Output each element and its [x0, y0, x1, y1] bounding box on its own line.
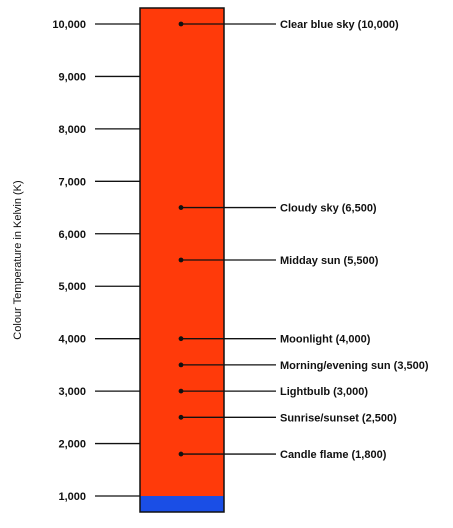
annotation-marker-dot	[178, 414, 184, 420]
annotation-marker-dot	[178, 388, 184, 394]
axis-tick-label: 5,000	[58, 281, 86, 293]
annotation-label: Sunrise/sunset (2,500)	[280, 412, 397, 424]
annotation-marker-dot	[178, 21, 184, 27]
annotation-label: Cloudy sky (6,500)	[280, 203, 377, 215]
annotation-marker-dot	[178, 336, 184, 342]
axis-tick-label: 10,000	[52, 19, 86, 31]
axis-tick-label: 8,000	[58, 124, 86, 136]
annotation-marker-dot	[178, 362, 184, 368]
annotation-label: Clear blue sky (10,000)	[280, 19, 399, 31]
annotation-label: Candle flame (1,800)	[280, 449, 387, 461]
axis-ticks: 1,000 2,000 3,000 4,000 5,000 6,000 7,000 8,000…	[52, 19, 140, 503]
annotation-marker-dot	[178, 205, 184, 210]
annotations: Clear blue sky (10,000) Cloudy sky (6,500…	[178, 19, 429, 461]
axis-tick-label: 6,000	[58, 229, 86, 241]
axis-tick-label: 7,000	[58, 176, 86, 188]
annotation-marker-dot	[178, 257, 184, 263]
annotation-label: Morning/evening sun (3,500)	[280, 360, 429, 372]
axis-tick-label: 3,000	[58, 386, 86, 398]
annotation-label: Midday sun (5,500)	[280, 255, 379, 267]
axis-tick-label: 2,000	[58, 439, 86, 451]
axis-tick-label: 1,000	[58, 491, 86, 503]
axis-tick-label: 4,000	[58, 334, 86, 346]
axis-tick-label: 9,000	[58, 71, 86, 83]
annotation-marker-dot	[178, 451, 184, 457]
axis-title: Colour Temperature in Kelvin (K)	[12, 180, 24, 339]
annotation-label: Moonlight (4,000)	[280, 334, 371, 346]
annotation-label: Lightbulb (3,000)	[280, 386, 368, 398]
